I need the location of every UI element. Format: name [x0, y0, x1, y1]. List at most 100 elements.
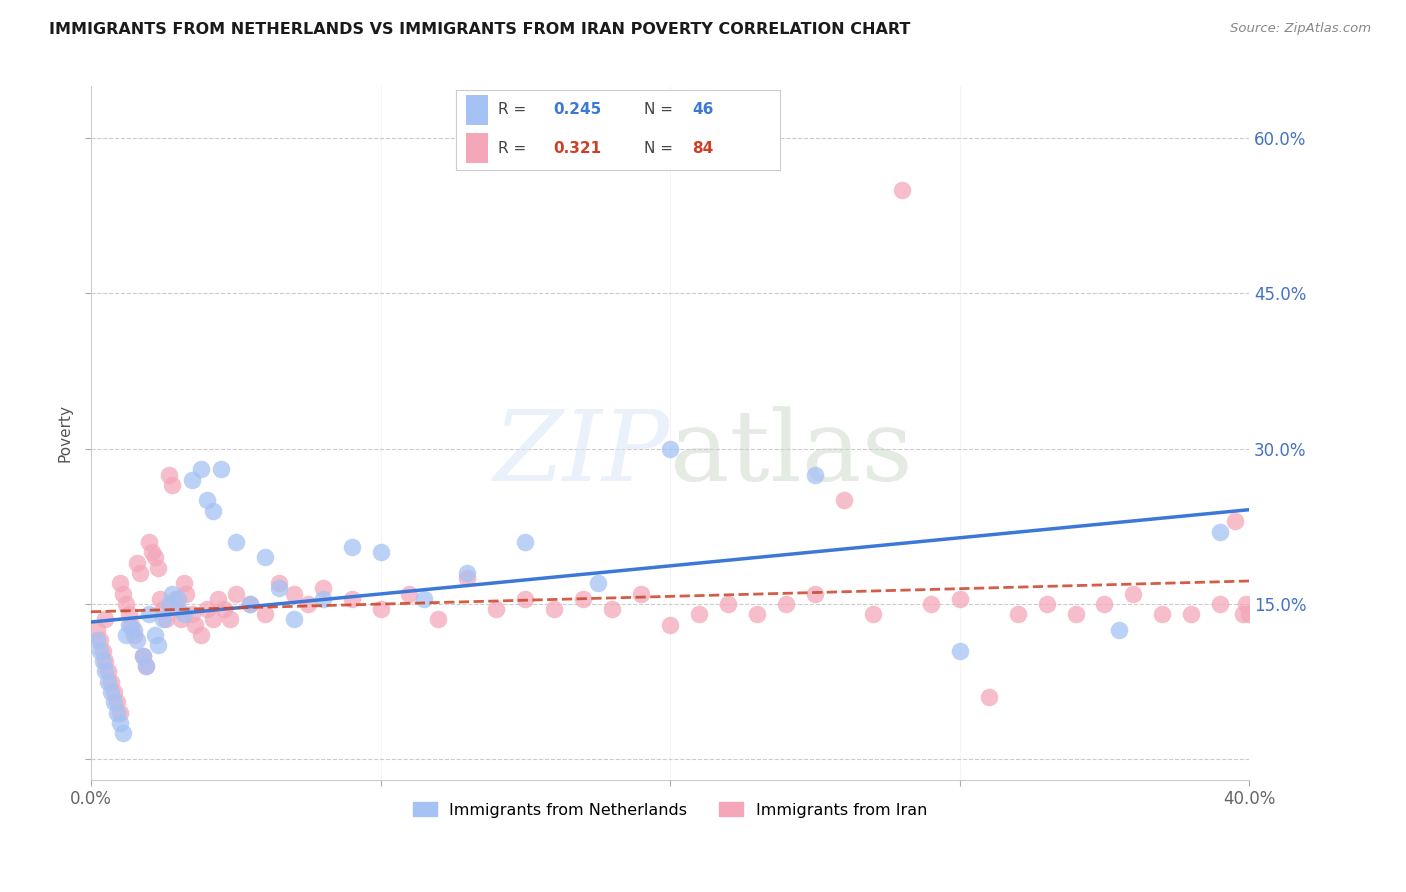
Point: [129, 566, 152, 580]
Text: atlas: atlas: [671, 406, 912, 502]
Point: [166, 602, 188, 616]
Point: [100, 674, 122, 689]
Point: [132, 648, 155, 663]
Point: [94, 613, 117, 627]
Point: [97, 665, 120, 679]
Point: [152, 602, 174, 616]
Point: [124, 623, 146, 637]
Point: [804, 586, 827, 600]
Point: [1239, 607, 1261, 622]
Text: Source: ZipAtlas.com: Source: ZipAtlas.com: [1230, 22, 1371, 36]
Point: [190, 628, 212, 642]
Point: [311, 591, 333, 606]
Point: [1007, 607, 1029, 622]
Point: [146, 560, 169, 574]
Point: [111, 726, 134, 740]
Point: [121, 617, 143, 632]
Point: [181, 473, 204, 487]
Point: [600, 602, 623, 616]
Point: [1035, 597, 1057, 611]
Point: [195, 602, 218, 616]
Point: [370, 602, 392, 616]
Point: [239, 597, 262, 611]
Text: ZIP: ZIP: [494, 407, 671, 501]
Point: [253, 607, 276, 622]
Point: [143, 628, 166, 642]
Point: [143, 550, 166, 565]
Point: [630, 586, 652, 600]
Point: [427, 613, 450, 627]
Point: [832, 493, 855, 508]
Text: IMMIGRANTS FROM NETHERLANDS VS IMMIGRANTS FROM IRAN POVERTY CORRELATION CHART: IMMIGRANTS FROM NETHERLANDS VS IMMIGRANT…: [49, 22, 911, 37]
Point: [86, 633, 108, 648]
Point: [485, 602, 508, 616]
Point: [775, 597, 797, 611]
Point: [105, 706, 128, 720]
Point: [105, 695, 128, 709]
Point: [160, 478, 183, 492]
Point: [572, 591, 595, 606]
Point: [283, 613, 305, 627]
Point: [201, 613, 224, 627]
Point: [149, 591, 172, 606]
Point: [146, 639, 169, 653]
Point: [804, 467, 827, 482]
Point: [135, 659, 157, 673]
Point: [152, 613, 174, 627]
Point: [173, 576, 195, 591]
Point: [456, 571, 478, 585]
Point: [114, 628, 136, 642]
Point: [920, 597, 942, 611]
Point: [132, 648, 155, 663]
Point: [181, 607, 204, 622]
Point: [103, 695, 125, 709]
Point: [688, 607, 710, 622]
Point: [100, 685, 122, 699]
Point: [586, 576, 609, 591]
Point: [94, 665, 117, 679]
Point: [297, 597, 319, 611]
Point: [127, 556, 149, 570]
Point: [515, 591, 537, 606]
Point: [659, 617, 682, 632]
Point: [97, 674, 120, 689]
Point: [160, 586, 183, 600]
Point: [135, 659, 157, 673]
Point: [1223, 514, 1246, 528]
Point: [117, 617, 139, 632]
Point: [1234, 597, 1257, 611]
Point: [1180, 607, 1202, 622]
Point: [108, 706, 131, 720]
Point: [269, 582, 291, 596]
Point: [745, 607, 768, 622]
Point: [1108, 623, 1130, 637]
Point: [195, 493, 218, 508]
Point: [184, 617, 207, 632]
Point: [269, 576, 291, 591]
Point: [108, 576, 131, 591]
Point: [170, 613, 193, 627]
Point: [173, 607, 195, 622]
Point: [163, 591, 186, 606]
Point: [166, 591, 188, 606]
Point: [456, 566, 478, 580]
Point: [207, 591, 229, 606]
Point: [86, 623, 108, 637]
Point: [91, 654, 114, 668]
Point: [717, 597, 740, 611]
Point: [141, 545, 163, 559]
Point: [515, 534, 537, 549]
Point: [108, 716, 131, 731]
Point: [127, 633, 149, 648]
Point: [89, 633, 111, 648]
Point: [977, 690, 1000, 705]
Point: [103, 685, 125, 699]
Point: [225, 586, 247, 600]
Point: [89, 643, 111, 657]
Point: [1122, 586, 1144, 600]
Point: [543, 602, 565, 616]
Point: [91, 643, 114, 657]
Point: [1232, 607, 1254, 622]
Point: [283, 586, 305, 600]
Point: [117, 607, 139, 622]
